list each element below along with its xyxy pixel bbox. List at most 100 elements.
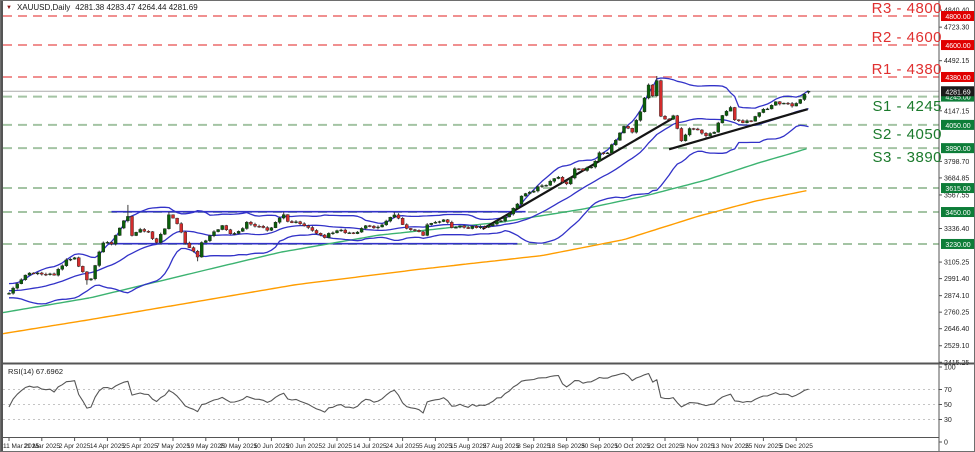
candle-bear [323,234,327,238]
date-tick-label: 27 Aug 2025 [483,443,520,450]
resistance-label-r2: R2 - 4600 [871,29,942,47]
date-tick-label: 14 Apr 2025 [90,443,125,450]
candle-bull [569,177,573,185]
price-tick-label: 3798.70 [944,159,969,166]
candle-bear [343,229,347,233]
candle-bull [622,126,626,134]
candle-bear [462,225,466,228]
candle-bull [126,216,130,221]
candle-bear [187,242,192,248]
candle-bull [487,225,491,228]
candle-bear [175,217,179,224]
candle-bull [11,287,15,294]
candle-bear [659,80,663,117]
date-tick-label: 5 Dec 2025 [780,443,814,450]
candle-bull [753,116,757,122]
candle-bear [581,168,585,171]
candle-bull [470,225,474,229]
candle-bull [646,84,651,99]
price-tick-label: 2991.40 [944,276,969,283]
candle-bear [52,273,56,276]
date-tick-label: 22 Oct 2025 [647,443,683,450]
candle-bull [212,231,216,236]
support-label-s2: S2 - 4050 [872,125,942,143]
candle-bear [396,214,401,219]
bollinger-lower-band[interactable] [9,124,809,305]
date-tick-label: 10 Jun 2025 [254,443,290,450]
candle-bear [146,231,151,233]
candle-bull [724,110,729,116]
candle-bull [794,103,798,107]
candle-bull [113,235,118,245]
support-label-s1: S1 - 4245 [872,97,942,115]
candle-bear [400,218,405,225]
candle-bear [314,230,319,234]
candle-bull [425,224,429,236]
candle-bear [560,176,565,183]
candle-bear [786,102,790,105]
candle-bear [601,152,606,154]
candle-bear [85,271,89,281]
candle-bear [171,214,175,219]
price-tick-label: 2646.40 [944,326,969,333]
candle-bull [585,167,589,171]
candle-bull [269,227,274,231]
candle-bull [105,242,110,244]
candle-bull [782,102,786,105]
support-badge-bg [941,207,974,218]
candle-bull [802,93,807,100]
candle-bull [765,108,770,111]
ma-fast-line[interactable] [3,148,807,314]
candle-bear [195,251,200,258]
candle-bull [240,228,245,232]
candle-bear [183,231,188,244]
candle-bull [523,193,528,197]
resistance-badge-text: 4380.00 [945,75,970,82]
candle-bull [655,80,659,97]
resistance-badge-bg [941,11,974,21]
candle-bear [109,242,114,245]
candle-bear [261,226,265,228]
bollinger-middle-band[interactable] [8,107,809,292]
ma-slow-line[interactable] [3,190,807,335]
candle-bull [540,185,544,187]
candle-bear [446,219,450,223]
candle-bull [273,222,278,228]
candle-bear [249,221,253,225]
date-tick-label: 21 Mar 2025 [24,443,61,450]
candle-bear [306,225,310,228]
candle-bull [101,242,106,253]
main-chart-layer[interactable] [3,15,939,335]
symbol-marker-icon[interactable]: ▼ [6,4,12,11]
candle-bull [544,185,548,187]
rsi-axis[interactable]: 100 70 50 30 0 [939,365,956,447]
candle-bull [610,144,614,154]
rsi-panel[interactable] [3,372,939,420]
candle-bear [253,223,257,227]
candle-bull [712,131,716,134]
support-badge-text: 3450.00 [945,210,970,217]
candle-bull [388,217,392,222]
price-axis[interactable]: 4840.404723.304492.154147.153798.703684.… [939,8,975,367]
candle-bull [392,214,397,218]
candle-bull [48,273,52,275]
rsi-scale-label: 50 [944,402,952,409]
date-tick-label: 5 Aug 2025 [419,443,452,450]
trendline-2[interactable] [668,108,808,151]
candle-bull [204,240,208,243]
candle-bear [142,229,147,232]
price-tick-label: 2874.10 [944,293,969,300]
candle-bear [290,221,294,223]
candlestick-layer[interactable] [7,76,811,295]
candle-bull [380,224,384,228]
price-tick-label: 3567.55 [944,192,969,199]
candle-bear [265,227,269,231]
support-badge-text: 4245.00 [945,95,970,102]
candle-bull [532,190,536,193]
bollinger-upper-band[interactable] [8,77,809,285]
candle-bear [76,257,81,267]
candle-bull [552,178,556,182]
